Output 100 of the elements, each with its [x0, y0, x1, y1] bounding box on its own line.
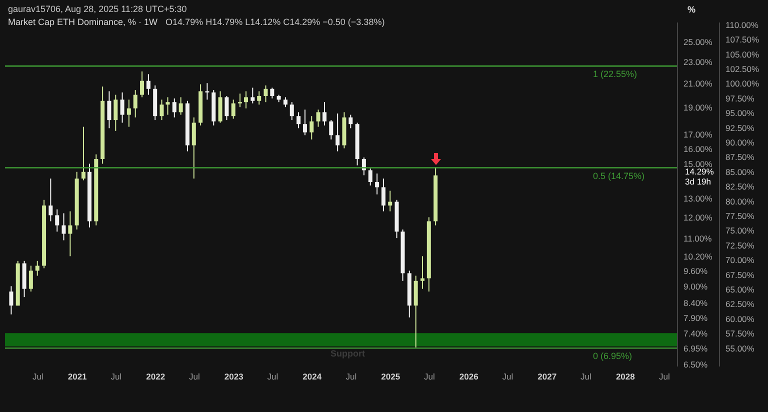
- x-tick-label: 2028: [616, 372, 636, 382]
- y2-tick-label: 60.00%: [726, 314, 755, 324]
- y2-tick-label: 92.50%: [726, 122, 755, 133]
- y-tick-label: 25.00%: [684, 36, 713, 47]
- y2-tick-label: 105.00%: [726, 49, 760, 60]
- candlestick: [146, 74, 150, 96]
- candlestick: [178, 96, 183, 116]
- y-tick-label: 17.00%: [684, 129, 713, 140]
- y-tick-label: 9.00%: [684, 282, 708, 292]
- candlestick: [302, 109, 307, 136]
- candlestick: [310, 116, 314, 140]
- candlestick: [81, 126, 86, 181]
- candlestick: [68, 210, 72, 257]
- candlestick: [114, 94, 118, 132]
- candlestick: [336, 112, 340, 152]
- candlestick: [35, 260, 40, 276]
- y2-tick-label: 77.50%: [726, 210, 755, 221]
- x-tick-label: 2021: [68, 372, 88, 382]
- y-tick-label: 8.40%: [684, 298, 708, 308]
- candlestick: [224, 96, 229, 121]
- x-tick-label: Jul: [424, 372, 435, 382]
- candlestick: [250, 87, 255, 104]
- y2-tick-label: 85.00%: [726, 166, 755, 177]
- candlestick: [368, 168, 372, 186]
- x-tick-label: Jul: [502, 372, 514, 382]
- candlestick: [9, 286, 14, 315]
- candlestick: [160, 99, 164, 121]
- x-tick-label: 2022: [146, 372, 166, 382]
- candlestick: [192, 116, 196, 180]
- candlestick: [388, 190, 392, 212]
- x-tick-label: 2023: [224, 372, 244, 382]
- x-tick-label: Jul: [346, 372, 357, 382]
- candlestick: [205, 82, 210, 100]
- y2-tick-label: 55.00%: [726, 343, 755, 354]
- y-tick-label: 19.00%: [684, 102, 713, 113]
- candlestick: [375, 173, 380, 195]
- y-tick-label: 6.50%: [684, 360, 708, 370]
- candlestick: [55, 208, 60, 232]
- y2-tick-label: 67.50%: [726, 270, 755, 280]
- candlestick: [126, 99, 131, 128]
- candlestick: [172, 98, 176, 118]
- y2-tick-label: 95.00%: [726, 108, 755, 118]
- candlestick: [316, 109, 320, 128]
- candlestick: [264, 84, 268, 103]
- x-tick-label: Jul: [188, 372, 200, 382]
- y2-tick-label: 110.00%: [726, 20, 759, 30]
- candlestick: [348, 114, 353, 129]
- x-tick-label: Jul: [267, 372, 278, 382]
- y-tick-label: 11.00%: [684, 234, 712, 244]
- x-tick-label: Jul: [110, 372, 122, 382]
- candlestick: [231, 99, 236, 120]
- x-tick-label: 2025: [381, 372, 400, 382]
- x-tick-label: 2026: [459, 372, 479, 382]
- y2-tick-label: 65.00%: [726, 284, 755, 294]
- y-tick-label: 21.00%: [684, 78, 713, 89]
- y2-tick-label: 90.00%: [726, 137, 755, 148]
- y2-tick-label: 62.50%: [726, 299, 755, 310]
- y2-tick-label: 72.50%: [726, 240, 755, 250]
- chart-title: Market Cap ETH Dominance, % · 1W: [8, 17, 158, 27]
- ref-line-label: 0.5 (14.75%): [593, 170, 645, 181]
- y-tick-label: 16.00%: [684, 144, 713, 154]
- y-tick-label: 10.20%: [684, 252, 713, 262]
- y-tick-label: 6.95%: [684, 344, 708, 354]
- candlestick: [62, 212, 66, 241]
- y2-tick-label: 97.50%: [726, 93, 755, 104]
- y-tick-label: 7.90%: [684, 312, 708, 323]
- y2-tick-label: 70.00%: [726, 255, 755, 266]
- y-tick-label: 13.00%: [684, 194, 713, 204]
- candlestick: [133, 90, 138, 118]
- candlestick: [322, 102, 326, 126]
- candlestick: [244, 90, 248, 109]
- x-tick-label: 2024: [302, 372, 322, 382]
- x-tick-label: Jul: [32, 372, 44, 382]
- ref-line-label: 0 (6.95%): [593, 351, 632, 362]
- text: gaurav15706, Aug 28, 2025 11:28 UTC+5:30: [8, 3, 188, 16]
- candlestick: [296, 112, 301, 129]
- candlestick: [283, 96, 288, 108]
- y-tick-label: 9.60%: [684, 266, 708, 276]
- ref-line-label: 1 (22.55%): [593, 69, 638, 80]
- candlestick: [381, 178, 386, 212]
- candlestick: [28, 265, 33, 292]
- candlestick: [140, 70, 144, 98]
- candlestick: [257, 90, 262, 106]
- y2-tick-label: 102.50%: [726, 64, 760, 74]
- y2-tick-label: 107.50%: [726, 34, 760, 45]
- chart-subtitle: O14.79% H14.79% L14.12% C14.29% −0.50 (−3.38%): [166, 17, 385, 27]
- text: 3d 19h: [685, 176, 712, 186]
- candlestick: [290, 102, 294, 121]
- candlestick: [107, 90, 112, 129]
- x-tick-label: 2027: [538, 372, 557, 382]
- candlestick: [270, 87, 274, 99]
- candlestick: [48, 178, 53, 222]
- candlestick: [120, 92, 124, 124]
- y-tick-label: 23.00%: [684, 56, 713, 67]
- candlestick: [166, 96, 170, 116]
- x-tick-label: Jul: [658, 372, 670, 382]
- y-tick-label: 12.00%: [684, 212, 713, 223]
- y2-tick-label: 82.50%: [726, 182, 755, 192]
- candlestick: [238, 93, 242, 108]
- y2-tick-label: 57.50%: [726, 328, 755, 339]
